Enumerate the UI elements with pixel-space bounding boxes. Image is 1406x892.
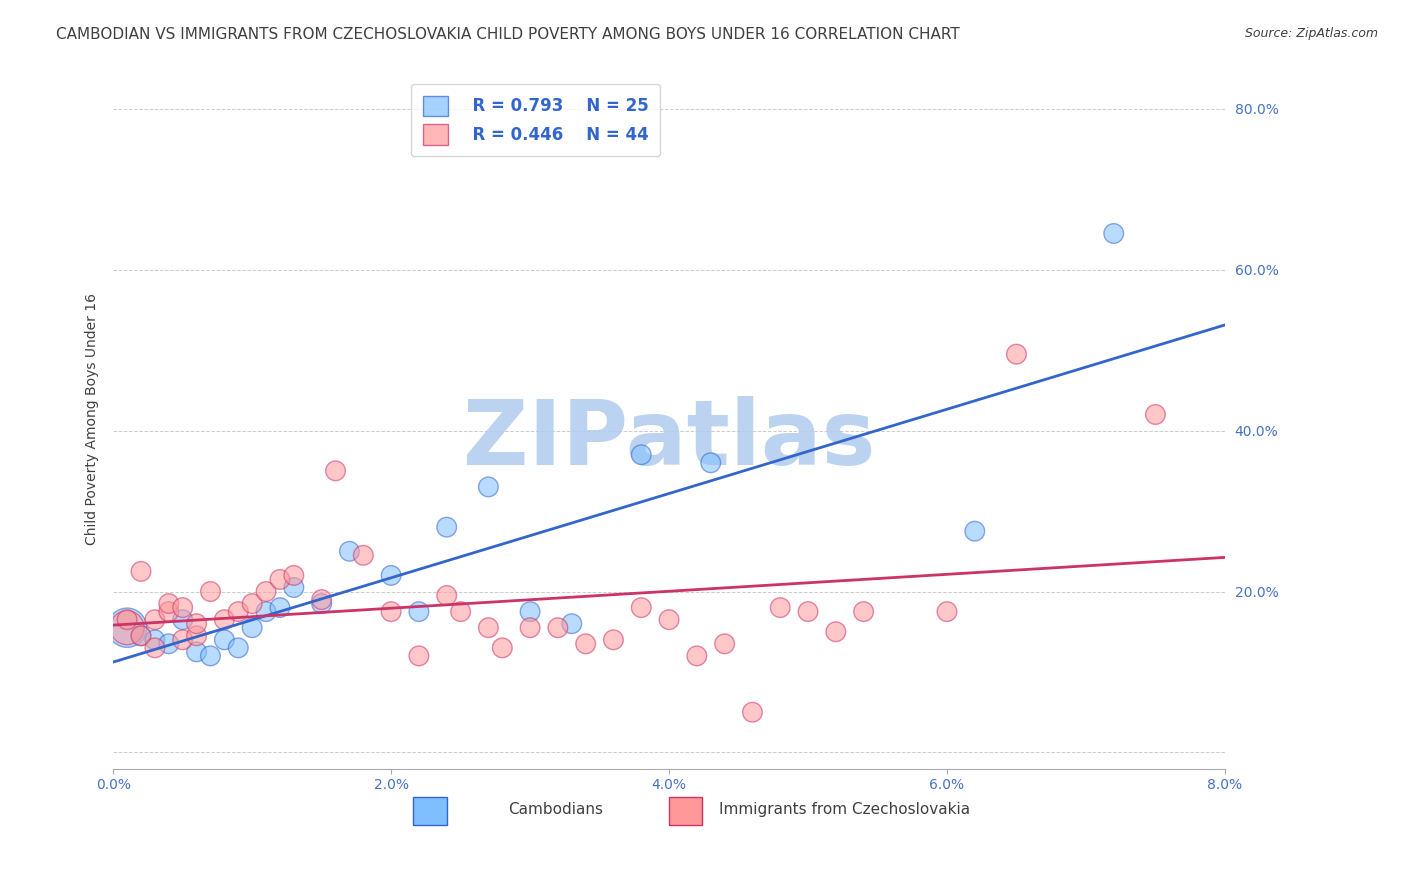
Point [1144, 408, 1167, 422]
Point [352, 549, 374, 563]
Y-axis label: Child Poverty Among Boys Under 16: Child Poverty Among Boys Under 16 [86, 293, 100, 544]
Point [408, 648, 430, 663]
Point [157, 637, 180, 651]
Point [630, 600, 652, 615]
Point [325, 464, 347, 478]
Point [380, 605, 402, 619]
Point [700, 456, 723, 470]
Point [824, 624, 846, 639]
Point [115, 613, 138, 627]
Text: ZIPatlas: ZIPatlas [463, 395, 876, 483]
Point [408, 605, 430, 619]
Point [575, 637, 598, 651]
Point [436, 520, 458, 534]
Point [254, 584, 277, 599]
Point [226, 640, 249, 655]
Point [269, 573, 291, 587]
Point [380, 568, 402, 582]
Point [143, 613, 166, 627]
Point [561, 616, 583, 631]
Point [186, 616, 208, 631]
Point [450, 605, 472, 619]
Point [129, 629, 152, 643]
Point [477, 480, 499, 494]
Point [172, 613, 194, 627]
Point [157, 605, 180, 619]
Point [602, 632, 624, 647]
Point [214, 632, 236, 647]
Legend:   R = 0.793    N = 25,   R = 0.446    N = 44: R = 0.793 N = 25, R = 0.446 N = 44 [411, 84, 661, 156]
Point [1102, 227, 1125, 241]
FancyBboxPatch shape [413, 797, 447, 824]
Point [436, 589, 458, 603]
Point [115, 621, 138, 635]
Point [254, 605, 277, 619]
Point [852, 605, 875, 619]
Point [936, 605, 959, 619]
Point [713, 637, 735, 651]
Point [963, 524, 986, 538]
Point [214, 613, 236, 627]
Point [519, 621, 541, 635]
Point [143, 640, 166, 655]
Point [172, 632, 194, 647]
Text: Cambodians: Cambodians [508, 802, 603, 817]
Point [186, 629, 208, 643]
Point [1005, 347, 1028, 361]
Point [157, 597, 180, 611]
Point [143, 632, 166, 647]
Point [519, 605, 541, 619]
Point [630, 448, 652, 462]
Point [240, 597, 263, 611]
Point [240, 621, 263, 635]
Point [491, 640, 513, 655]
Point [269, 600, 291, 615]
Point [477, 621, 499, 635]
Text: CAMBODIAN VS IMMIGRANTS FROM CZECHOSLOVAKIA CHILD POVERTY AMONG BOYS UNDER 16 CO: CAMBODIAN VS IMMIGRANTS FROM CZECHOSLOVA… [56, 27, 960, 42]
Point [686, 648, 709, 663]
Point [311, 597, 333, 611]
Point [797, 605, 820, 619]
Point [200, 648, 222, 663]
Point [226, 605, 249, 619]
Point [186, 645, 208, 659]
Point [115, 621, 138, 635]
Point [658, 613, 681, 627]
Point [311, 592, 333, 607]
Point [129, 629, 152, 643]
Point [283, 568, 305, 582]
Point [339, 544, 361, 558]
Point [129, 565, 152, 579]
Point [741, 705, 763, 719]
Point [283, 581, 305, 595]
Point [547, 621, 569, 635]
Text: Source: ZipAtlas.com: Source: ZipAtlas.com [1244, 27, 1378, 40]
FancyBboxPatch shape [669, 797, 703, 824]
Point [172, 600, 194, 615]
Point [200, 584, 222, 599]
Text: Immigrants from Czechoslovakia: Immigrants from Czechoslovakia [718, 802, 970, 817]
Point [769, 600, 792, 615]
